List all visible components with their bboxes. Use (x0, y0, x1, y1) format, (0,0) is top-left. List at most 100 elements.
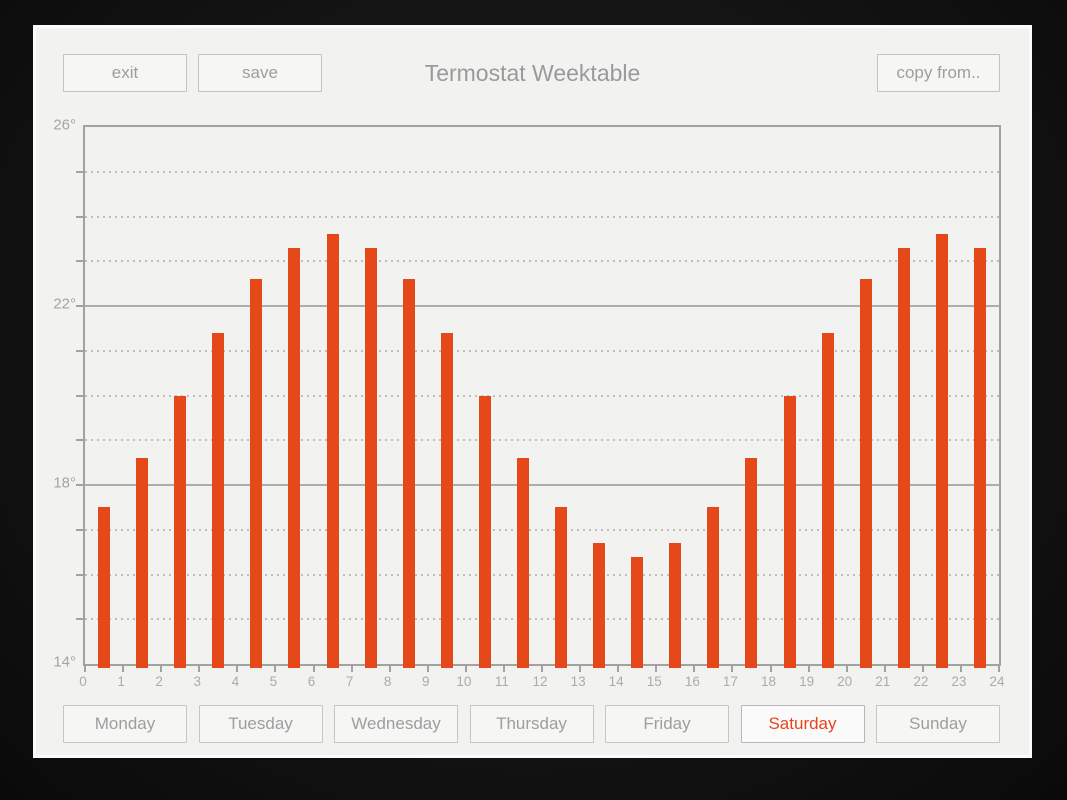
copy-from-button[interactable]: copy from.. (877, 54, 1000, 92)
gridline-20-deg (85, 394, 999, 397)
temp-bar-hour-21[interactable] (897, 247, 910, 668)
x-axis-label-19: 19 (799, 674, 815, 689)
x-axis-label-3: 3 (193, 674, 202, 689)
temp-bar-hour-0[interactable] (98, 507, 111, 668)
x-axis-tick-9 (426, 664, 429, 672)
x-axis-tick-22 (921, 664, 924, 672)
x-axis-label-7: 7 (345, 674, 354, 689)
x-axis-label-6: 6 (307, 674, 316, 689)
temp-bar-hour-1[interactable] (136, 458, 149, 668)
x-axis-tick-13 (579, 664, 582, 672)
temp-bar-hour-20[interactable] (859, 279, 872, 668)
x-axis-tick-4 (236, 664, 239, 672)
x-axis-tick-19 (807, 664, 810, 672)
x-axis-label-17: 17 (722, 674, 738, 689)
x-axis-tick-1 (122, 664, 125, 672)
x-axis-label-22: 22 (913, 674, 929, 689)
x-axis-label-9: 9 (421, 674, 430, 689)
x-axis-tick-23 (959, 664, 962, 672)
temp-bar-hour-3[interactable] (212, 332, 225, 668)
day-tab-saturday[interactable]: Saturday (740, 705, 865, 743)
x-axis-label-12: 12 (532, 674, 548, 689)
gridline-24-deg (85, 215, 999, 218)
temp-bar-hour-11[interactable] (516, 458, 529, 668)
temp-bar-hour-7[interactable] (364, 247, 377, 668)
y-axis-tick-21 (76, 349, 85, 352)
temp-bar-hour-13[interactable] (593, 543, 606, 668)
gridline-22-deg (85, 305, 999, 307)
y-axis-tick-20 (76, 394, 85, 397)
gridline-18-deg (85, 484, 999, 486)
temp-bar-hour-8[interactable] (402, 279, 415, 668)
x-axis-tick-0 (84, 664, 86, 672)
x-axis-tick-20 (845, 664, 848, 672)
x-axis-tick-6 (312, 664, 315, 672)
temp-bar-hour-19[interactable] (821, 332, 834, 668)
x-axis-tick-14 (617, 664, 620, 672)
temp-bar-hour-17[interactable] (745, 458, 758, 668)
x-axis-label-23: 23 (951, 674, 967, 689)
x-axis-label-4: 4 (231, 674, 240, 689)
temp-bar-hour-4[interactable] (250, 279, 263, 668)
y-axis-tick-22 (76, 305, 85, 307)
temp-bar-hour-14[interactable] (631, 556, 644, 668)
save-button[interactable]: save (198, 54, 322, 92)
x-axis-labels: 0 1 2 3 4 5 6 7 8 9 10 11 12 13 14 15 16 17 18 19 20 21 22 23 24 (79, 674, 1004, 692)
y-axis-tick-24 (76, 215, 85, 218)
x-axis-label-21: 21 (875, 674, 891, 689)
x-axis-label-0: 0 (79, 674, 87, 689)
x-axis-tick-7 (350, 664, 353, 672)
y-axis-tick-15 (76, 618, 85, 621)
x-axis-tick-5 (274, 664, 277, 672)
x-axis-label-11: 11 (494, 674, 509, 689)
temp-bar-hour-6[interactable] (326, 234, 339, 668)
y-axis-tick-18 (76, 484, 85, 486)
y-axis-tick-19 (76, 439, 85, 442)
thermostat-weektable-panel: exit save Termostat Weektable copy from.… (33, 25, 1032, 758)
temp-bar-hour-10[interactable] (478, 395, 491, 668)
temp-bar-hour-22[interactable] (935, 234, 948, 668)
temp-bar-hour-9[interactable] (440, 332, 453, 668)
y-axis-label-18: 18° (53, 474, 76, 492)
temp-bar-hour-16[interactable] (707, 507, 720, 668)
x-axis-label-13: 13 (570, 674, 586, 689)
y-axis-tick-23 (76, 260, 85, 263)
weektable-plot-area[interactable] (76, 125, 1001, 672)
day-tabs: Monday Tuesday Wednesday Thursday Friday Satu… (63, 705, 1000, 743)
x-axis-label-15: 15 (646, 674, 662, 689)
x-axis-tick-8 (388, 664, 391, 672)
temp-bar-hour-12[interactable] (555, 507, 568, 668)
temp-bar-hour-2[interactable] (174, 395, 187, 668)
temp-bar-hour-18[interactable] (783, 395, 796, 668)
x-axis-tick-16 (693, 664, 696, 672)
temp-bar-hour-15[interactable] (669, 543, 682, 668)
gridline-19-deg (85, 439, 999, 442)
x-axis-label-5: 5 (269, 674, 278, 689)
x-axis-tick-21 (883, 664, 886, 672)
gridline-17-deg (85, 528, 999, 531)
gridline-25-deg (85, 170, 999, 173)
temp-bar-hour-23[interactable] (973, 247, 986, 668)
x-axis-label-20: 20 (837, 674, 853, 689)
gridline-16-deg (85, 573, 999, 576)
x-axis-label-16: 16 (684, 674, 700, 689)
day-tab-monday[interactable]: Monday (63, 705, 187, 743)
y-axis-label-22: 22° (53, 295, 76, 313)
gridline-15-deg (85, 618, 999, 621)
x-axis-label-18: 18 (760, 674, 777, 689)
day-tab-wednesday[interactable]: Wednesday (334, 705, 458, 743)
y-axis-label-14: 14° (53, 653, 76, 671)
exit-button[interactable]: exit (63, 54, 187, 92)
day-tab-tuesday[interactable]: Tuesday (198, 705, 323, 743)
y-axis-tick-25 (76, 170, 85, 173)
x-axis-tick-24 (998, 664, 1000, 672)
gridline-23-deg (85, 260, 999, 263)
day-tab-sunday[interactable]: Sunday (876, 705, 1000, 743)
x-axis-tick-17 (731, 664, 734, 672)
y-axis-label-26: 26° (53, 116, 76, 134)
day-tab-friday[interactable]: Friday (605, 705, 729, 743)
x-axis-label-24: 24 (989, 674, 1005, 689)
x-axis-tick-18 (769, 664, 772, 672)
temp-bar-hour-5[interactable] (288, 247, 301, 668)
day-tab-thursday[interactable]: Thursday (469, 705, 594, 743)
